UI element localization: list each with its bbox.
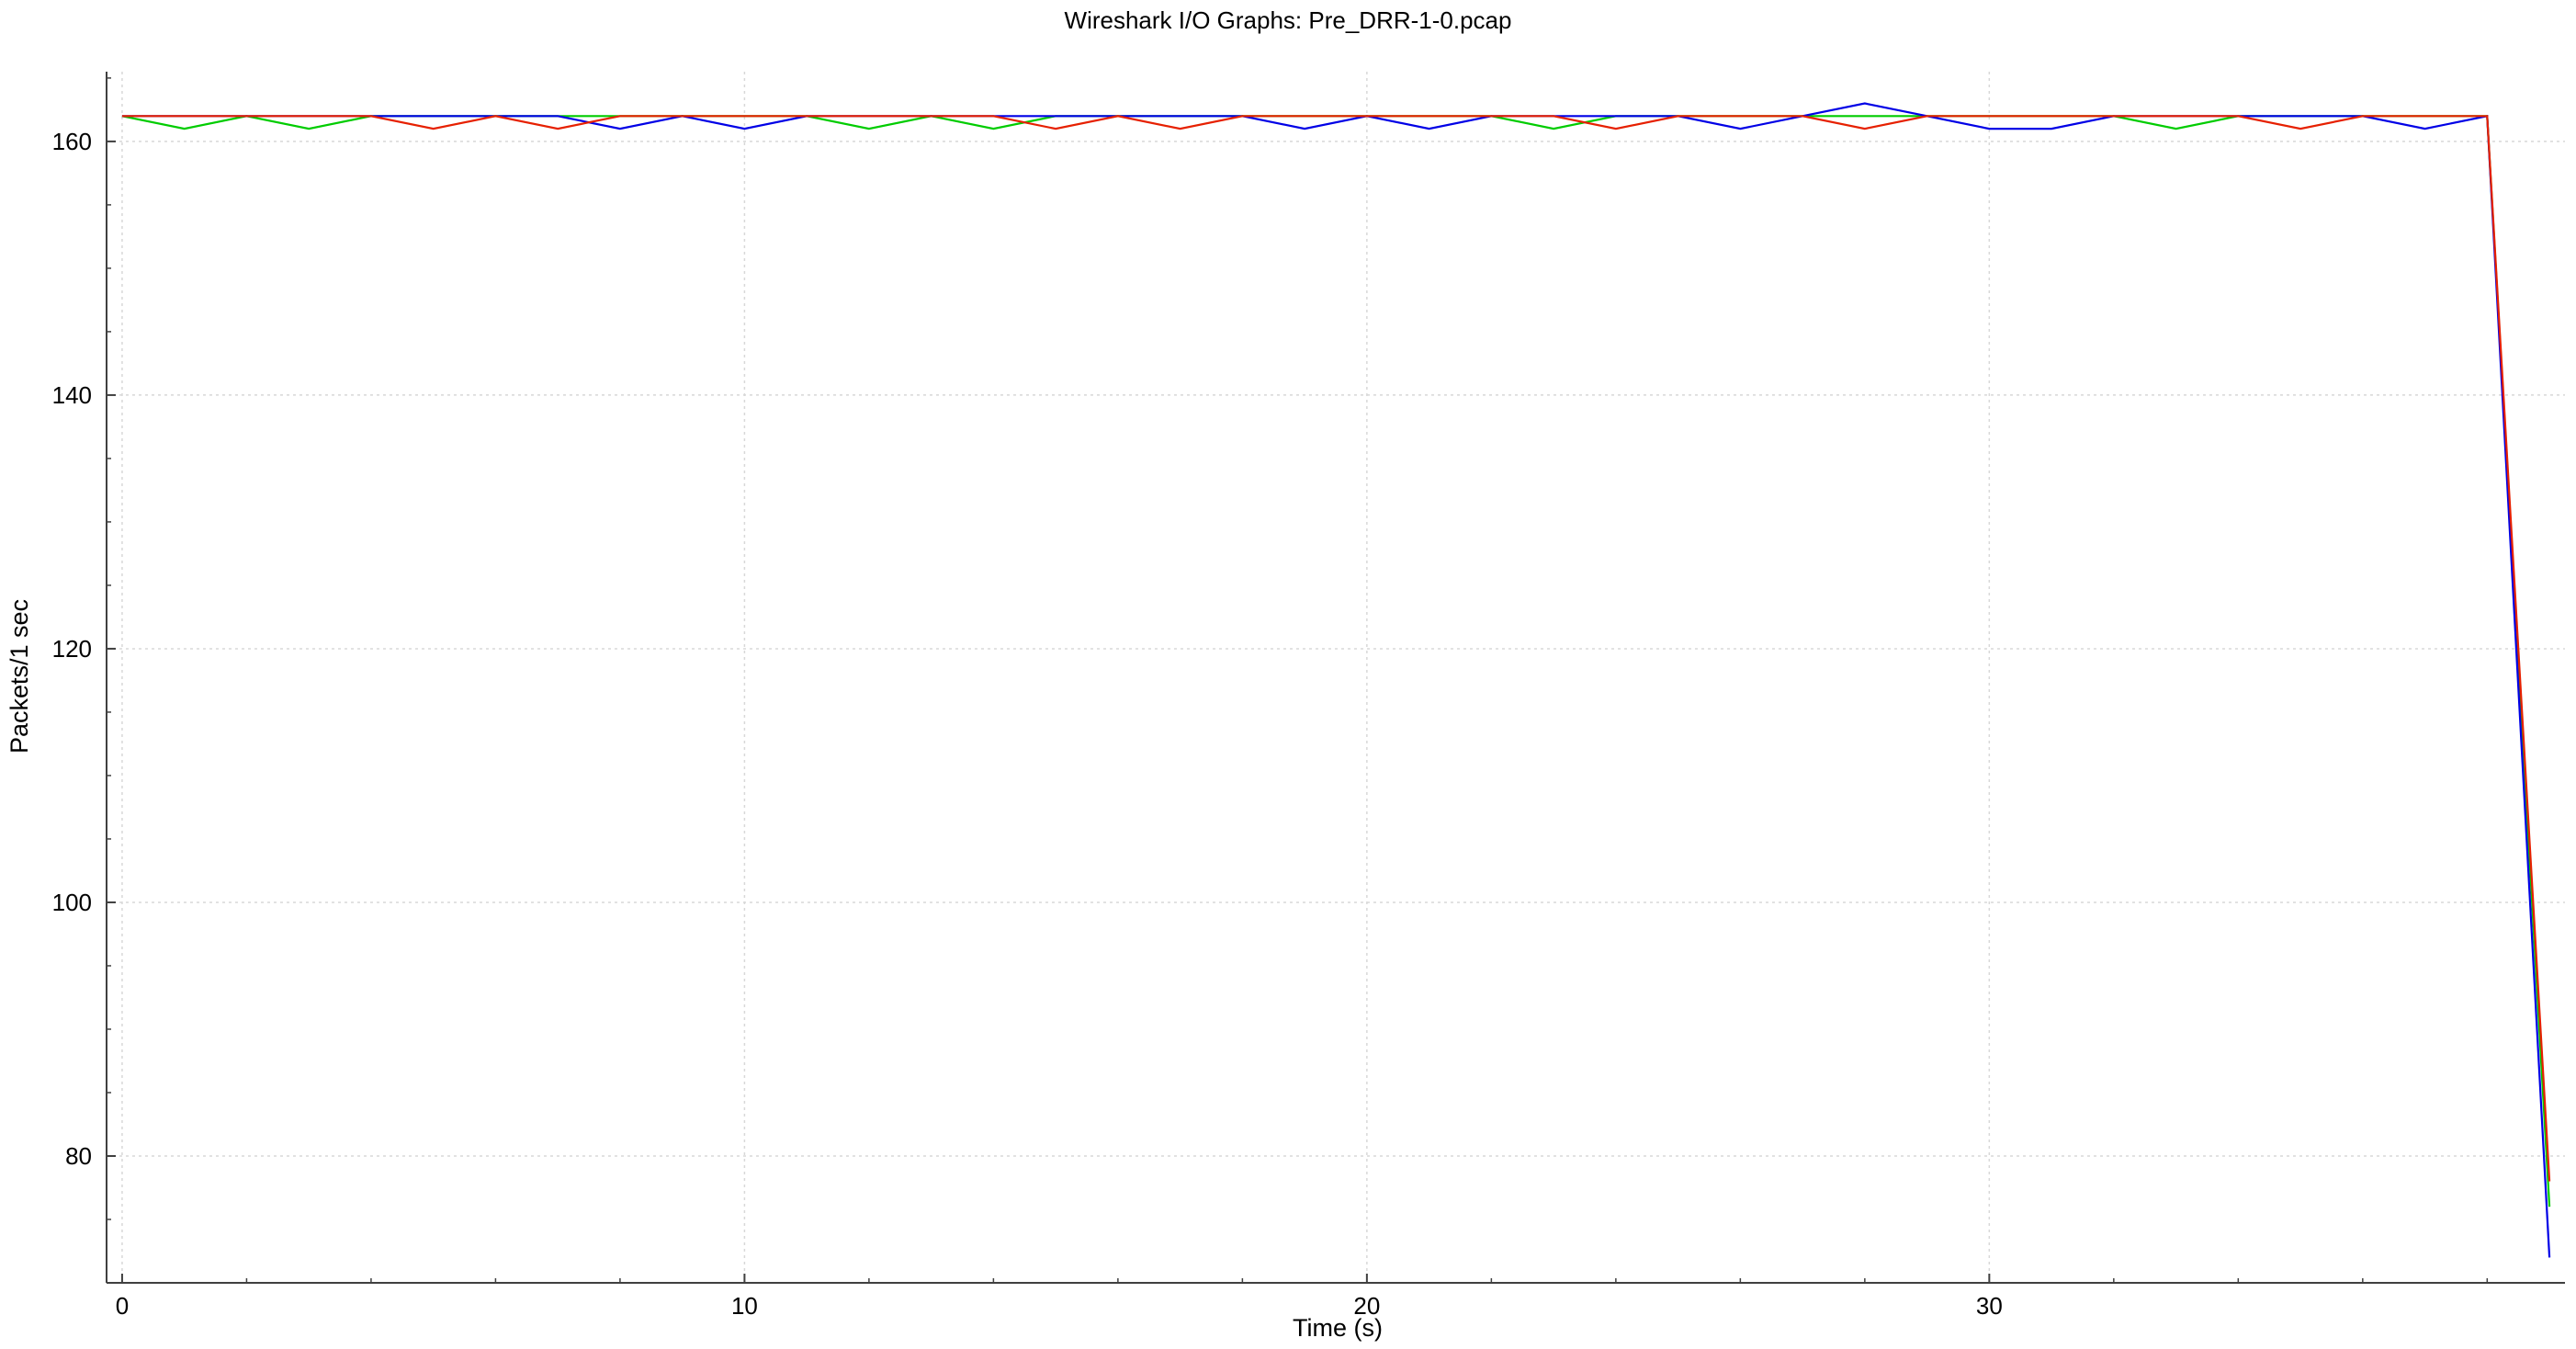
y-tick-label: 100 — [52, 889, 92, 916]
y-tick-label: 160 — [52, 128, 92, 155]
y-tick-label: 80 — [65, 1142, 92, 1170]
x-axis-label: Time (s) — [1293, 1314, 1383, 1342]
series-line-3 — [121, 115, 2551, 1182]
axes — [106, 72, 2565, 1284]
series-line-2 — [121, 102, 2551, 1258]
y-axis-label: Packets/1 sec — [6, 599, 33, 754]
grid-layer — [107, 72, 2565, 1283]
chart-title: Wireshark I/O Graphs: Pre_DRR-1-0.pcap — [1064, 6, 1512, 34]
x-tick-label: 20 — [1353, 1292, 1380, 1320]
x-tick-label: 30 — [1976, 1292, 2003, 1320]
y-tick-label: 120 — [52, 635, 92, 663]
x-tick-label: 0 — [116, 1292, 129, 1320]
series-layer — [121, 102, 2551, 1258]
x-tick-label: 10 — [731, 1292, 758, 1320]
series-line-1 — [121, 115, 2551, 1207]
y-tick-label: 140 — [52, 381, 92, 409]
ticks: 80 100 120 140 160 0 10 20 30 — [52, 77, 2489, 1320]
